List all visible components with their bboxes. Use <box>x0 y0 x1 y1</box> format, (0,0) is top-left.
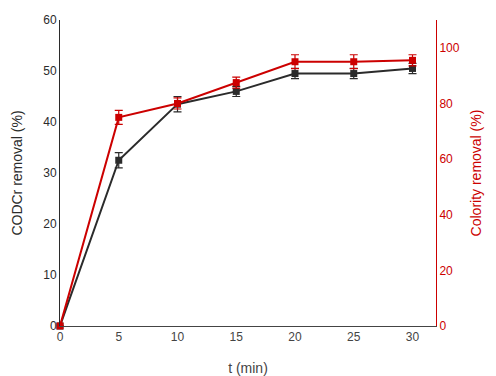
svg-text:20: 20 <box>439 264 453 278</box>
svg-text:0: 0 <box>50 319 57 333</box>
svg-text:20: 20 <box>43 217 57 231</box>
svg-text:CODCr removal (%): CODCr removal (%) <box>9 110 25 235</box>
svg-text:t (min): t (min) <box>228 360 268 376</box>
svg-text:Colority removal (%): Colority removal (%) <box>468 110 484 237</box>
svg-text:40: 40 <box>43 115 57 129</box>
svg-text:5: 5 <box>115 330 122 344</box>
svg-text:80: 80 <box>439 97 453 111</box>
svg-text:40: 40 <box>439 208 453 222</box>
svg-text:25: 25 <box>347 330 361 344</box>
svg-text:10: 10 <box>171 330 185 344</box>
svg-text:15: 15 <box>230 330 244 344</box>
svg-text:0: 0 <box>57 330 64 344</box>
svg-text:10: 10 <box>43 268 57 282</box>
svg-text:50: 50 <box>43 64 57 78</box>
svg-text:60: 60 <box>43 13 57 27</box>
svg-text:20: 20 <box>288 330 302 344</box>
svg-text:60: 60 <box>439 152 453 166</box>
svg-text:30: 30 <box>406 330 420 344</box>
svg-text:0: 0 <box>439 319 446 333</box>
svg-text:100: 100 <box>439 41 459 55</box>
svg-text:30: 30 <box>43 166 57 180</box>
